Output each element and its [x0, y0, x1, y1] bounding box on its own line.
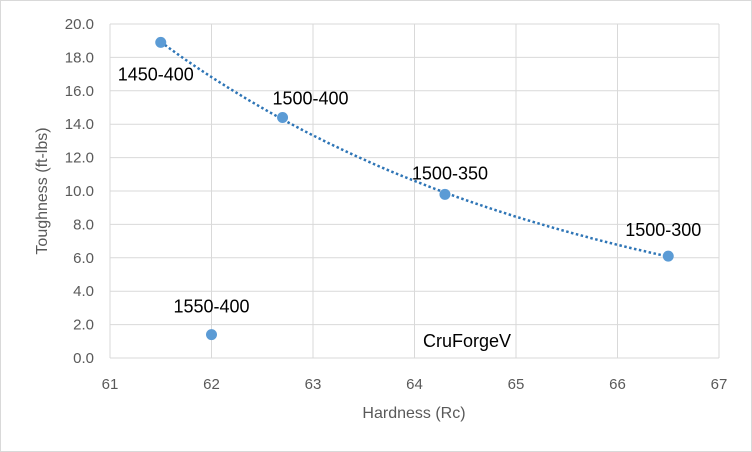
x-tick-label: 63 — [305, 376, 322, 393]
gridlines — [109, 23, 720, 359]
y-tick-label: 4.0 — [73, 283, 94, 300]
x-tick-label: 61 — [102, 376, 119, 393]
y-axis-title: Toughness (ft-lbs) — [34, 127, 51, 254]
y-tick-label: 6.0 — [73, 250, 94, 267]
data-point — [662, 250, 674, 262]
data-point-label: 1500-300 — [625, 220, 701, 240]
y-tick-label: 20.0 — [65, 16, 94, 33]
trendline-layer — [160, 40, 669, 258]
chart-annotation: CruForgeV — [423, 331, 511, 351]
data-point-label: 1550-400 — [173, 297, 249, 317]
y-tick-label: 2.0 — [73, 317, 94, 334]
trendline — [160, 40, 669, 258]
data-point-label: 1500-400 — [273, 89, 349, 109]
y-tick-label: 10.0 — [65, 183, 94, 200]
data-point-label: 1500-350 — [412, 163, 488, 183]
data-point — [277, 112, 289, 124]
y-tick-label: 18.0 — [65, 49, 94, 66]
y-tick-label: 12.0 — [65, 150, 94, 167]
data-point — [206, 329, 217, 341]
data-point — [439, 188, 451, 200]
y-tick-label: 16.0 — [65, 83, 94, 100]
y-tick-label: 14.0 — [65, 116, 94, 133]
tick-labels: 61 62 63 64 65 66 67 0.0 2.0 4.0 6.0 8.0 10.0 12.0 14.… — [65, 16, 728, 393]
x-tick-label: 64 — [406, 376, 423, 393]
y-tick-label: 0.0 — [73, 350, 94, 367]
x-tick-label: 65 — [508, 376, 525, 393]
y-tick-label: 8.0 — [73, 216, 94, 233]
x-tick-label: 66 — [609, 376, 626, 393]
x-axis-title: Hardness (Rc) — [362, 405, 465, 422]
data-points — [155, 36, 674, 341]
x-tick-label: 67 — [711, 376, 728, 393]
data-point — [155, 36, 167, 48]
data-point-label: 1450-400 — [118, 64, 194, 84]
x-tick-label: 62 — [203, 376, 220, 393]
point-labels: 1450-400 1500-400 1500-350 1500-300 1550-400 — [118, 64, 702, 316]
